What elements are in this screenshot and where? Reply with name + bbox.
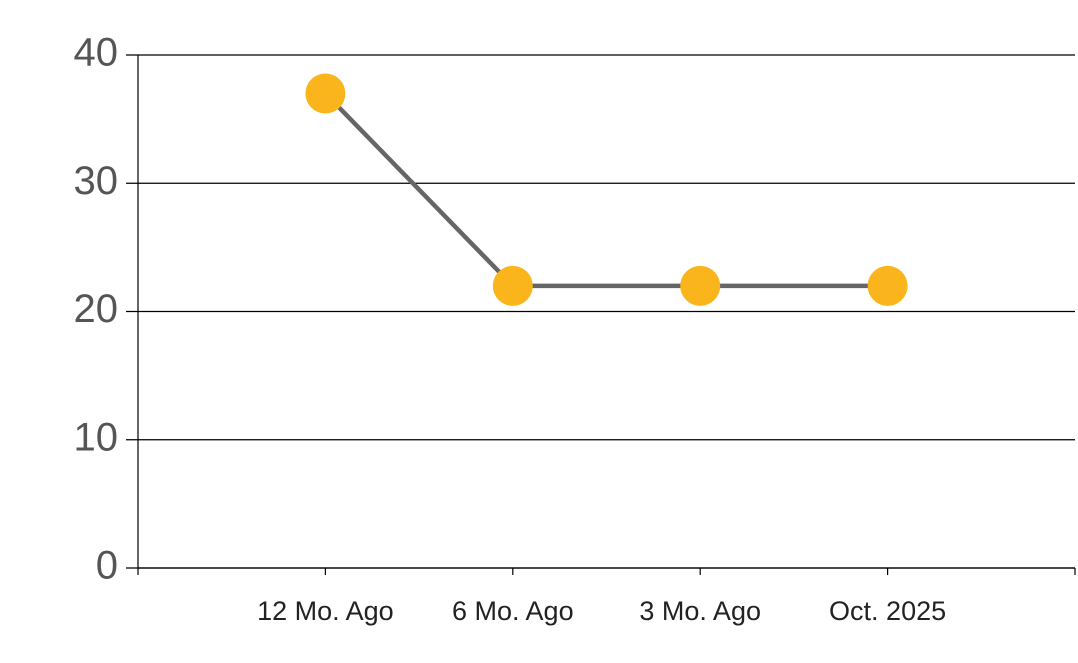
line bbox=[323, 91, 888, 289]
marker bbox=[492, 265, 533, 306]
x-tick-label: Oct. 2025 bbox=[829, 596, 946, 626]
marker bbox=[305, 73, 346, 114]
marker bbox=[680, 265, 721, 306]
y-tick-label: 20 bbox=[74, 287, 119, 331]
y-tick-label: 10 bbox=[74, 415, 119, 459]
x-tick-label: 3 Mo. Ago bbox=[639, 596, 761, 626]
y-tick-label: 40 bbox=[74, 31, 119, 75]
y-tick-label: 30 bbox=[74, 159, 119, 203]
x-tick-label: 12 Mo. Ago bbox=[257, 596, 394, 626]
x-tick-label: 6 Mo. Ago bbox=[452, 596, 574, 626]
y-tick-label: 0 bbox=[96, 544, 118, 588]
marker bbox=[867, 265, 908, 306]
